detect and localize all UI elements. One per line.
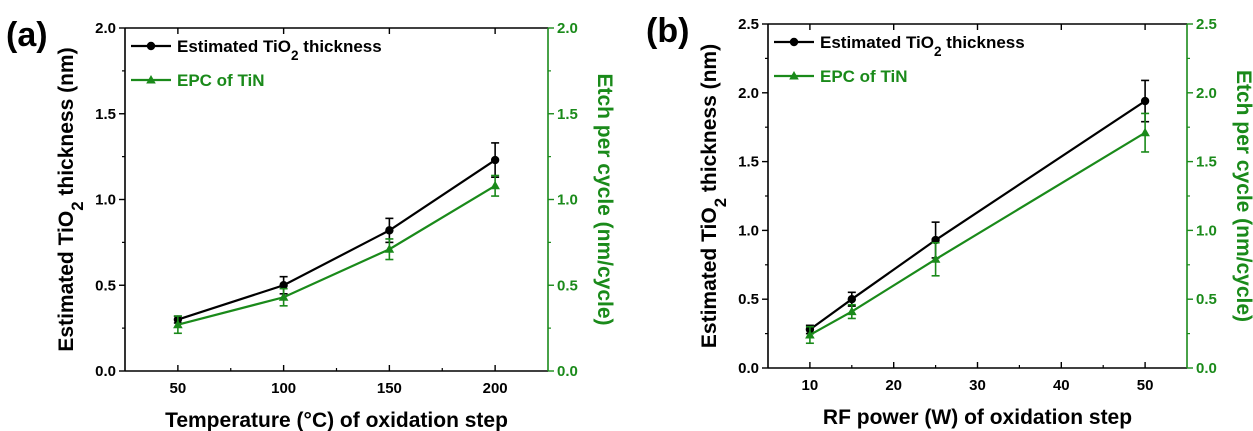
y-tick-label: 0.5 [738,291,759,308]
legend-marker [146,75,156,84]
y-tick-label: 0.5 [95,277,116,294]
series-line [809,100,1146,331]
data-point [805,329,815,339]
data-point [385,226,394,235]
x-axis-title: RF power (W) of oxidation step [823,406,1132,429]
y2-tick-label: 0.0 [1196,360,1217,377]
y2-axis-title: Etch per cycle (nm/cycle) [1232,70,1253,322]
y-tick-label: 0.0 [738,360,759,377]
y-axis-title: Estimated TiO2 thickness (nm) [55,47,87,351]
y2-tick-label: 0.5 [1196,291,1217,308]
legend-label: Estimated TiO2 thickness [177,37,382,63]
x-tick-label: 50 [1137,377,1154,394]
panel-label: (a) [6,16,48,54]
y2-tick-label: 1.0 [1196,222,1217,239]
x-tick-label: 100 [271,380,296,397]
data-point [279,281,288,290]
x-tick-label: 40 [1053,377,1070,394]
y-tick-label: 2.0 [95,20,116,37]
y-axis-title-part: thickness (nm) [55,47,78,201]
data-point [490,180,500,190]
x-tick-label: 200 [483,380,508,397]
y-axis-title: Estimated TiO2 thickness (nm) [698,44,730,348]
y-axis-title-part: 2 [711,198,730,207]
x-tick-label: 50 [170,380,187,397]
legend-marker [789,37,799,47]
y2-tick-label: 1.5 [557,106,578,123]
y-axis-title-part: Estimated TiO [55,211,78,352]
legend-label: Estimated TiO2 thickness [820,33,1025,59]
y2-tick-label: 0.5 [557,277,578,294]
legend-label: EPC of TiN [177,71,265,90]
x-tick-label: 20 [885,377,902,394]
y-tick-label: 1.0 [95,192,116,209]
legend-label-part: Estimated TiO [177,37,291,56]
data-point [490,155,500,165]
y2-tick-label: 1.5 [1196,154,1217,171]
data-point [930,254,941,263]
y-tick-label: 0.0 [95,363,116,380]
legend-label-part: 2 [291,48,299,63]
y-axis-title-part: 2 [68,201,87,210]
data-point [384,244,395,253]
y2-tick-label: 2.0 [557,20,578,37]
y-tick-label: 2.5 [738,16,759,33]
data-point [1140,96,1150,106]
y2-tick-label: 1.0 [557,192,578,209]
legend-marker [789,71,799,80]
y-tick-label: 2.0 [738,85,759,102]
y-axis-title-part: thickness (nm) [698,44,721,198]
y2-tick-label: 0.0 [557,363,578,380]
legend-label-part: thickness [299,37,382,56]
y-axis-title-part: Estimated TiO [698,207,721,348]
data-point [278,292,289,301]
y-tick-label: 1.5 [738,154,759,171]
chart-panel-b: (b) 10 20 30 40 50 0.0 0.5 1.0 1.5 2.0 2.5 0.0 0.5 1.0… [646,12,1253,429]
y-tick-label: 1.5 [95,106,116,123]
x-tick-label: 150 [377,380,402,397]
x-tick-label: 10 [802,377,819,394]
series-line [177,184,496,326]
legend-label: EPC of TiN [820,67,908,86]
y2-axis-title: Etch per cycle (nm/cycle) [593,73,616,325]
legend-marker [146,41,156,51]
x-axis-title: Temperature (°C) of oxidation step [165,409,508,431]
data-point [847,295,856,304]
legend-label-part: Estimated TiO [820,33,934,52]
x-tick-label: 30 [969,377,986,394]
y2-tick-label: 2.0 [1196,85,1217,102]
data-point [847,306,857,316]
series-line [177,159,496,321]
chart-panel-a: (a) 50 100 150 200 0.0 0.5 1.0 1.5 2.0 0.0 0.5 1.0 1.… [6,16,616,431]
data-point [1140,127,1150,137]
data-point [173,319,183,329]
legend-label-part: 2 [934,44,942,59]
y-tick-label: 1.0 [738,222,759,239]
panel-label: (b) [646,12,689,50]
y2-tick-label: 2.5 [1196,16,1217,33]
series-line [809,131,1146,336]
legend-label-part: thickness [942,33,1025,52]
